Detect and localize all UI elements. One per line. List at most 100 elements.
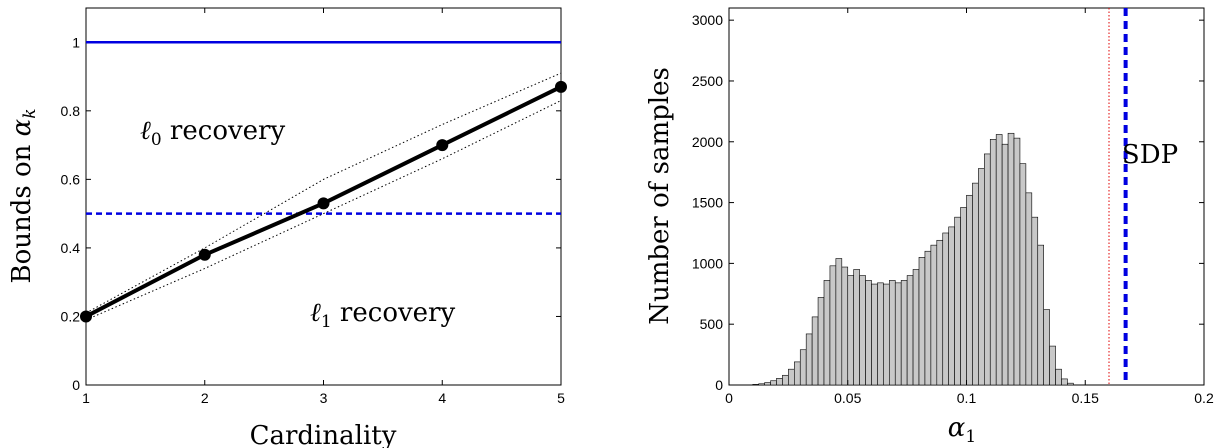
histogram-bar bbox=[889, 280, 896, 386]
left-x-tick-label: 1 bbox=[82, 390, 90, 406]
right-y-tick-label: 1500 bbox=[692, 195, 723, 211]
histogram-bars bbox=[752, 132, 1074, 386]
left-ticks: 1 2 3 4 5 0 0.2 0.4 0.6 0.8 1 bbox=[61, 8, 565, 406]
series-line-dotted-upper bbox=[85, 72, 562, 314]
left-x-axis-label: Cardinality bbox=[250, 421, 397, 448]
histogram-bar bbox=[972, 182, 979, 386]
series-line-dotted-lower bbox=[85, 100, 562, 321]
right-y-tick-label: 3000 bbox=[692, 12, 723, 28]
histogram-bar bbox=[966, 194, 973, 386]
histogram-bar bbox=[1055, 368, 1062, 386]
histogram-bar bbox=[841, 266, 849, 386]
right-y-tick-label: 500 bbox=[700, 316, 724, 332]
histogram-bar bbox=[936, 239, 944, 386]
histogram-bar bbox=[1007, 132, 1015, 386]
histogram-bar bbox=[960, 207, 967, 386]
histogram-bar bbox=[794, 361, 801, 386]
left-series bbox=[80, 41, 567, 323]
histogram-bar bbox=[1061, 378, 1068, 386]
series-point bbox=[436, 139, 449, 152]
l1-recovery-annotation: ℓ1 recovery bbox=[310, 298, 455, 332]
histogram-bar bbox=[984, 153, 991, 386]
histogram-bar bbox=[752, 384, 759, 386]
histogram-bar bbox=[770, 380, 777, 386]
histogram-bar bbox=[1025, 192, 1033, 386]
histogram-bar bbox=[989, 139, 997, 386]
left-y-tick-label: 0.4 bbox=[61, 240, 81, 256]
histogram-bar bbox=[877, 282, 884, 386]
right-y-tick-label: 1000 bbox=[692, 255, 723, 271]
histogram-bar bbox=[853, 269, 860, 386]
right-x-tick-label: 0 bbox=[725, 390, 733, 406]
left-x-tick-label: 3 bbox=[320, 390, 328, 406]
histogram-bar bbox=[1037, 244, 1044, 386]
histogram-bar bbox=[817, 297, 825, 386]
histogram-bar bbox=[764, 382, 771, 386]
left-y-tick-label: 0.8 bbox=[61, 103, 81, 119]
right-x-tick-label: 0.1 bbox=[957, 390, 977, 406]
histogram-bar bbox=[811, 316, 819, 386]
left-y-tick-label: 1 bbox=[72, 34, 80, 50]
histogram-bar bbox=[942, 232, 949, 386]
series-point bbox=[198, 248, 211, 261]
histogram-bar bbox=[782, 374, 789, 386]
right-vlines bbox=[1108, 8, 1128, 385]
left-y-axis-label: Bounds on αk bbox=[7, 108, 40, 283]
histogram-bar bbox=[900, 280, 908, 386]
histogram-bar bbox=[788, 368, 795, 386]
right-x-tick-label: 0.05 bbox=[834, 390, 861, 406]
series-point bbox=[317, 197, 330, 210]
histogram-bar bbox=[871, 283, 878, 386]
histogram-bar bbox=[894, 282, 902, 386]
histogram-bar bbox=[1001, 143, 1009, 386]
histogram-bar bbox=[758, 383, 765, 386]
histogram-bar bbox=[1013, 137, 1021, 386]
histogram-bar bbox=[954, 216, 961, 386]
histogram-bar bbox=[924, 250, 932, 386]
right-y-axis-label: Number of samples bbox=[645, 67, 675, 325]
left-x-tick-label: 2 bbox=[201, 390, 209, 406]
histogram-bar bbox=[912, 269, 920, 386]
histogram-bar bbox=[835, 258, 843, 386]
left-y-tick-label: 0 bbox=[72, 377, 80, 393]
left-y-tick-label: 0.2 bbox=[61, 308, 81, 324]
alpha-histogram-chart: 0 0.05 0.1 0.15 0.2050010001500200025003000 … bbox=[645, 7, 1214, 447]
series-point bbox=[555, 80, 567, 93]
l0-recovery-annotation: ℓ0 recovery bbox=[140, 116, 285, 150]
histogram-bar bbox=[805, 333, 813, 386]
cardinality-bounds-chart: 1 2 3 4 5 0 0.2 0.4 0.6 0.8 1 Cardinality Bounds o… bbox=[7, 7, 567, 448]
histogram-bar bbox=[948, 226, 955, 386]
histogram-bar bbox=[918, 257, 926, 386]
histogram-bar bbox=[1067, 382, 1074, 386]
histogram-bar bbox=[883, 283, 890, 386]
histogram-bar bbox=[776, 378, 783, 386]
left-y-tick-label: 0.6 bbox=[61, 171, 81, 187]
right-x-tick-label: 0.2 bbox=[1194, 390, 1214, 406]
histogram-bar bbox=[859, 275, 866, 386]
right-x-axis-label: α1 bbox=[948, 413, 976, 447]
histogram-bar bbox=[823, 280, 831, 386]
right-y-tick-label: 2500 bbox=[692, 73, 723, 89]
left-x-tick-label: 4 bbox=[438, 390, 446, 406]
histogram-bar bbox=[906, 275, 914, 386]
histogram-bar bbox=[865, 280, 872, 386]
left-x-tick-label: 5 bbox=[557, 390, 565, 406]
right-y-tick-label: 0 bbox=[715, 377, 723, 393]
right-ticks: 0 0.05 0.1 0.15 0.2 0 500 1000 1500 2000 2500 3000 bbox=[692, 8, 1214, 406]
histogram-bar bbox=[1043, 309, 1050, 386]
histogram-bar bbox=[978, 168, 985, 386]
histogram-bar bbox=[995, 134, 1003, 386]
histogram-bar bbox=[930, 244, 938, 386]
left-axes-frame bbox=[85, 7, 562, 386]
histogram-bar bbox=[847, 275, 854, 386]
histogram-bar bbox=[1031, 216, 1039, 386]
series-point bbox=[80, 310, 92, 323]
histogram-bar bbox=[799, 349, 807, 386]
histogram-bar bbox=[829, 265, 837, 386]
right-x-tick-label: 0.15 bbox=[1072, 390, 1099, 406]
right-y-tick-label: 2000 bbox=[692, 134, 723, 150]
histogram-bar bbox=[1019, 163, 1027, 386]
sdp-annotation: SDP bbox=[1122, 140, 1178, 170]
histogram-bar bbox=[1049, 345, 1056, 386]
